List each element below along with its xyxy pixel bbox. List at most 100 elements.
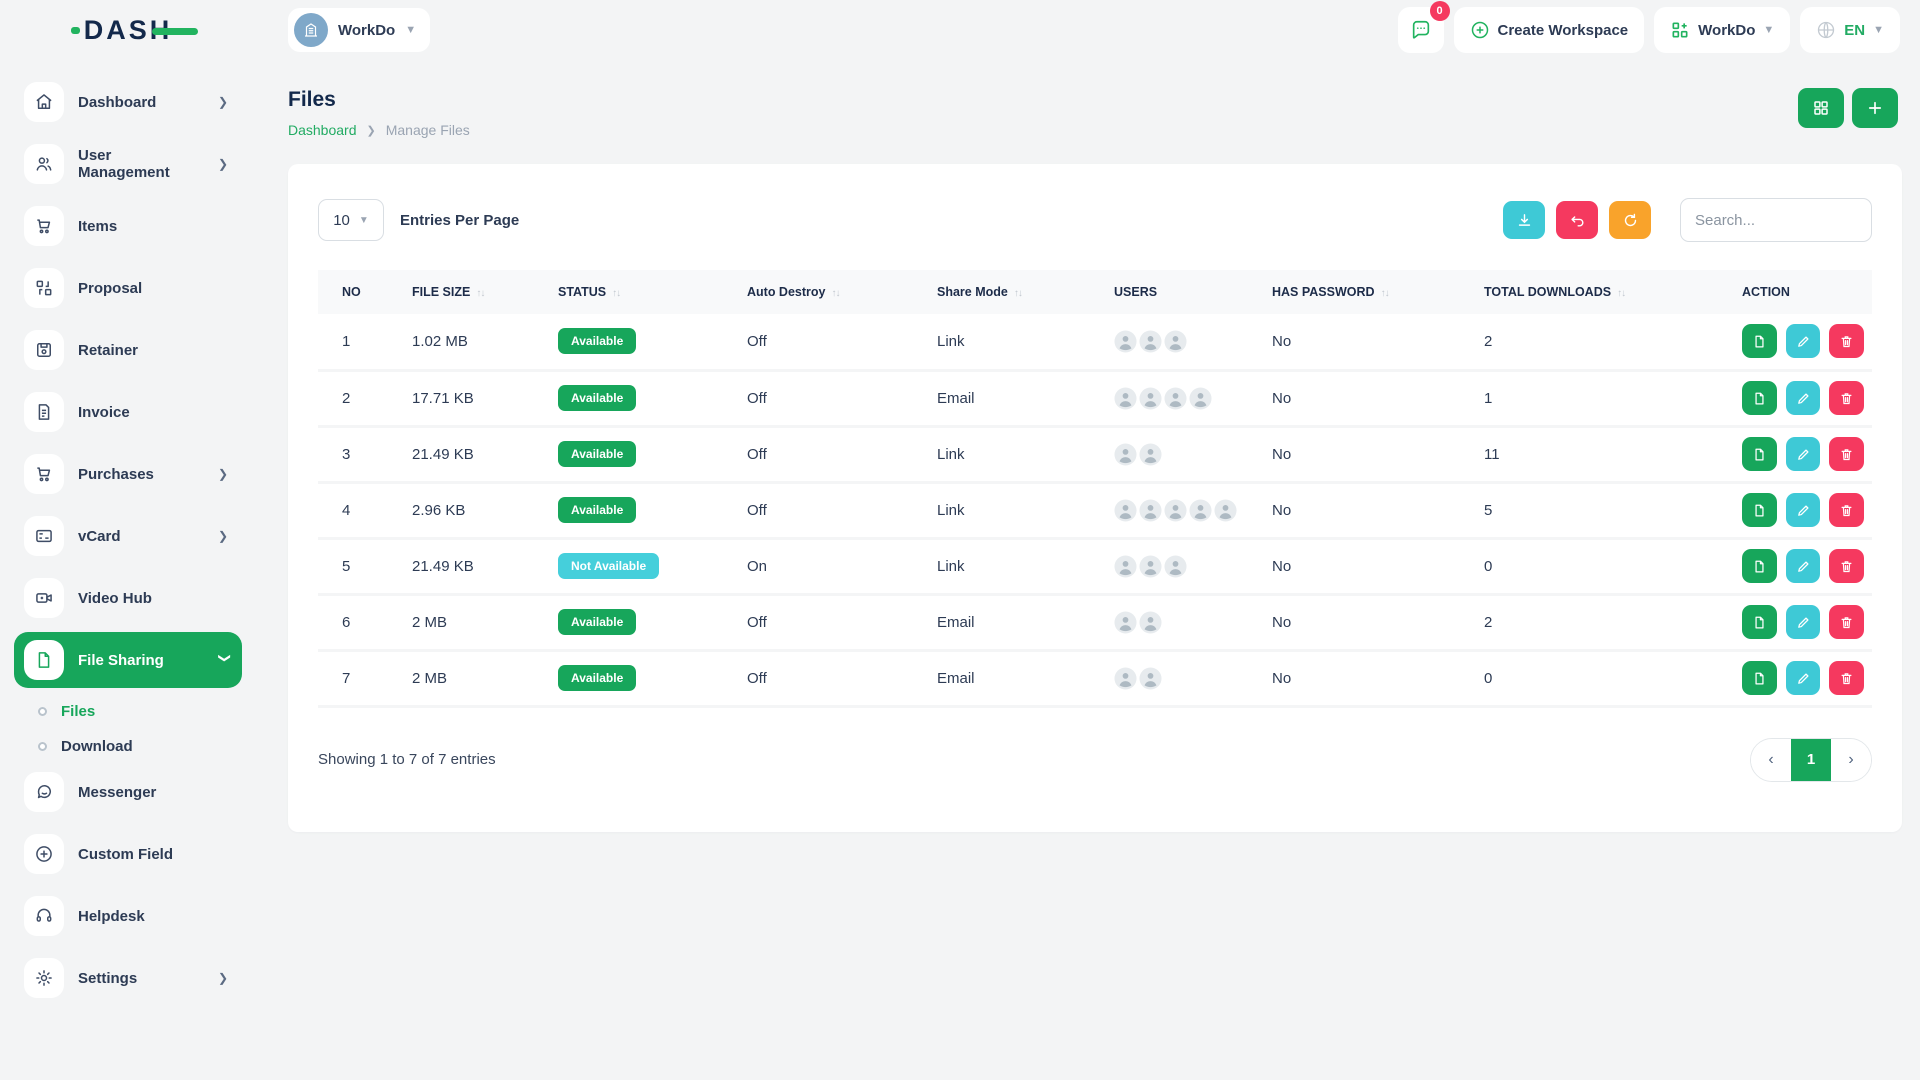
column-header: NO [318, 270, 388, 314]
sidebar-item-vcard[interactable]: vCard ❯ [14, 508, 242, 564]
avatar [1114, 386, 1137, 410]
view-file-button[interactable] [1742, 549, 1777, 583]
sort-icon[interactable]: ↑↓ [612, 288, 621, 299]
next-page-button[interactable]: › [1831, 738, 1871, 781]
delete-file-button[interactable] [1829, 437, 1865, 471]
edit-file-button[interactable] [1785, 549, 1821, 583]
total-downloads: 1 [1460, 370, 1718, 428]
messages-badge: 0 [1429, 1, 1450, 21]
breadcrumb-dashboard-link[interactable]: Dashboard [288, 122, 357, 138]
row-no: 7 [318, 650, 388, 708]
sidebar-item-dashboard[interactable]: Dashboard ❯ [14, 74, 242, 130]
table-row: 5 21.49 KB Not Available On Link No 0 [318, 538, 1872, 596]
home-icon [24, 82, 64, 122]
sidebar-item-custom-field[interactable]: Custom Field [14, 826, 242, 882]
status-badge: Available [558, 497, 637, 523]
app-menu-button[interactable]: WorkDo ▼ [1654, 7, 1791, 53]
column-header[interactable]: TOTAL DOWNLOADS ↑↓ [1460, 270, 1718, 314]
edit-file-button[interactable] [1785, 324, 1821, 359]
sidebar-subitem-download[interactable]: Download [14, 729, 242, 764]
sort-icon[interactable]: ↑↓ [831, 288, 840, 299]
previous-page-button[interactable]: ‹ [1751, 738, 1791, 781]
search-input[interactable] [1680, 198, 1872, 242]
column-header[interactable]: HAS PASSWORD ↑↓ [1248, 270, 1460, 314]
delete-file-button[interactable] [1829, 661, 1865, 695]
sidebar-item-file-sharing[interactable]: File Sharing ❯ [14, 632, 242, 688]
delete-file-button[interactable] [1829, 324, 1865, 359]
workspace-switcher[interactable]: WorkDo ▼ [288, 8, 431, 52]
view-file-button[interactable] [1742, 605, 1777, 639]
column-header: ACTION [1718, 270, 1872, 314]
sidebar-item-proposal[interactable]: Proposal [14, 260, 242, 316]
reset-button[interactable] [1556, 201, 1598, 239]
auto-destroy: Off [723, 482, 913, 540]
sort-icon[interactable]: ↑↓ [1013, 288, 1023, 299]
user-avatars [1114, 610, 1240, 634]
bullet-icon [38, 742, 47, 751]
sidebar-subitem-files[interactable]: Files [14, 694, 242, 729]
cart-icon [24, 454, 64, 494]
sidebar-item-purchases[interactable]: Purchases ❯ [14, 446, 242, 502]
column-header[interactable]: STATUS ↑↓ [534, 270, 723, 314]
sort-icon[interactable]: ↑↓ [1617, 288, 1626, 299]
sort-icon[interactable]: ↑↓ [476, 288, 485, 299]
sidebar-item-invoice[interactable]: Invoice [14, 384, 242, 440]
delete-file-button[interactable] [1829, 381, 1865, 415]
edit-file-button[interactable] [1785, 493, 1821, 527]
column-header[interactable]: Share Mode ↑↓ [913, 270, 1090, 314]
entries-per-page-select[interactable]: 10 ▼ [318, 199, 384, 241]
file-size: 1.02 MB [388, 314, 534, 372]
row-no: 6 [318, 594, 388, 652]
brand-logo[interactable]: DASH [0, 15, 256, 46]
status-badge: Not Available [534, 538, 723, 596]
sidebar-item-video-hub[interactable]: Video Hub [14, 570, 242, 626]
pencil-icon [1797, 336, 1808, 347]
auto-destroy: Off [723, 426, 913, 484]
row-actions [1718, 538, 1872, 596]
file-icon [1755, 672, 1764, 684]
sort-icon[interactable]: ↑↓ [1380, 288, 1390, 299]
sidebar-item-user-management[interactable]: User Management ❯ [14, 136, 242, 192]
grid-view-button[interactable] [1798, 88, 1844, 128]
avatar [1164, 386, 1187, 410]
edit-file-button[interactable] [1785, 661, 1821, 695]
avatar [1214, 498, 1237, 522]
sidebar-item-helpdesk[interactable]: Helpdesk [14, 888, 242, 944]
view-file-button[interactable] [1742, 324, 1777, 359]
row-actions [1718, 370, 1872, 428]
language-selector[interactable]: EN ▼ [1800, 7, 1900, 53]
view-file-button[interactable] [1742, 661, 1777, 695]
has-password: No [1248, 594, 1460, 652]
sidebar-item-messenger[interactable]: Messenger [14, 764, 242, 820]
save-icon [24, 330, 64, 370]
delete-file-button[interactable] [1829, 549, 1865, 583]
messages-button[interactable]: 0 [1397, 1, 1450, 53]
trash-icon [1841, 448, 1852, 460]
delete-file-button[interactable] [1829, 493, 1865, 527]
view-file-button[interactable] [1742, 437, 1777, 471]
add-file-button[interactable] [1852, 88, 1898, 128]
edit-file-button[interactable] [1785, 437, 1821, 471]
current-page-button[interactable]: 1 [1791, 738, 1831, 781]
file-icon [1755, 616, 1764, 628]
view-file-button[interactable] [1742, 381, 1777, 415]
row-no: 3 [318, 426, 388, 484]
user-avatars [1114, 666, 1240, 690]
sidebar-item-items[interactable]: Items [14, 198, 242, 254]
avatar [1189, 498, 1212, 522]
column-header[interactable]: FILE SIZE ↑↓ [388, 270, 534, 314]
create-workspace-button[interactable]: Create Workspace [1453, 7, 1645, 53]
sidebar-item-retainer[interactable]: Retainer [14, 322, 242, 378]
status-badge: Available [558, 441, 637, 467]
status-badge: Available [558, 385, 637, 411]
status-badge: Available [534, 314, 723, 372]
view-file-button[interactable] [1742, 493, 1777, 527]
sidebar-item-settings[interactable]: Settings ❯ [14, 950, 242, 1006]
edit-file-button[interactable] [1785, 381, 1821, 415]
app-menu-label: WorkDo [1698, 21, 1756, 39]
export-button[interactable] [1503, 201, 1545, 239]
refresh-button[interactable] [1609, 201, 1651, 239]
edit-file-button[interactable] [1785, 605, 1821, 639]
delete-file-button[interactable] [1829, 605, 1865, 639]
column-header[interactable]: Auto Destroy ↑↓ [723, 270, 913, 314]
